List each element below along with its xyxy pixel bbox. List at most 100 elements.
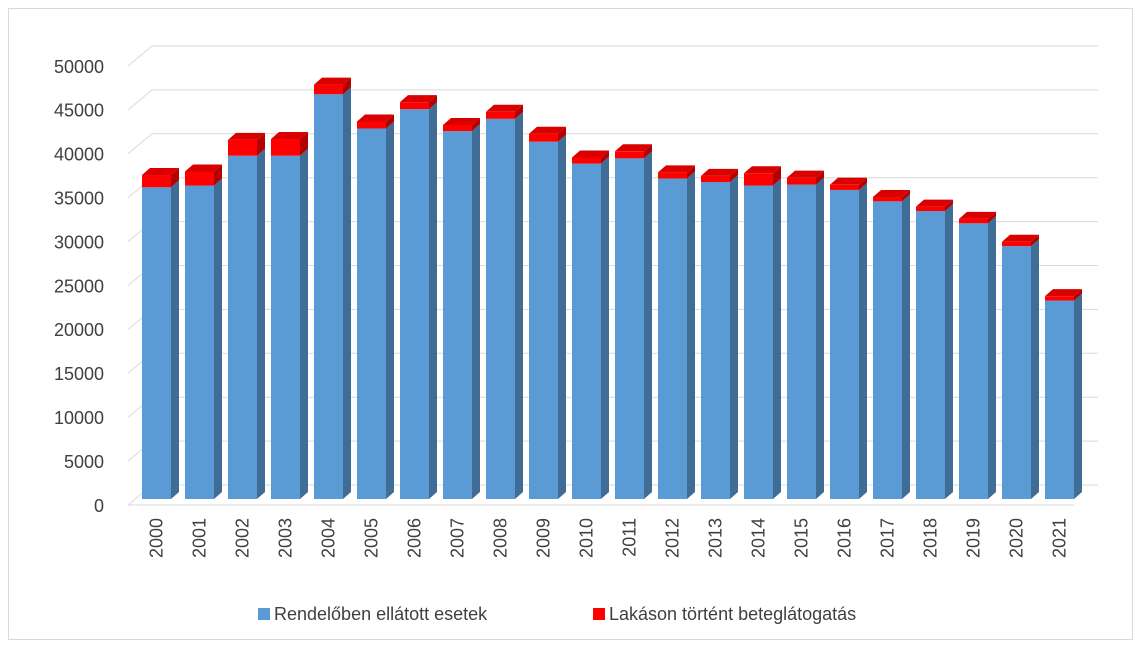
bar-top	[228, 132, 265, 140]
bar-top	[314, 77, 351, 85]
bar-side	[429, 102, 437, 499]
bar-side	[816, 177, 824, 499]
bar-side	[730, 175, 738, 500]
bar	[658, 172, 687, 179]
grid-line	[127, 89, 153, 111]
bar	[916, 206, 945, 212]
x-tick-label: 2001	[189, 518, 209, 558]
bar-top	[830, 177, 867, 185]
bar-top	[529, 126, 566, 134]
bar-side	[945, 199, 953, 212]
bar	[830, 189, 859, 499]
bar	[873, 196, 902, 202]
bar	[228, 139, 257, 156]
bar-side	[429, 95, 437, 110]
bar	[185, 185, 214, 499]
bar-side	[214, 164, 222, 186]
y-tick-label: 30000	[54, 232, 104, 252]
y-tick-label: 20000	[54, 320, 104, 340]
bar-top	[658, 165, 695, 173]
bar-side	[1031, 234, 1039, 247]
bar	[529, 141, 558, 500]
bar	[1045, 300, 1074, 499]
bar	[142, 187, 171, 499]
bar-top	[572, 150, 609, 158]
bar-side	[171, 168, 179, 188]
bar-side	[343, 87, 351, 499]
bar	[314, 94, 343, 499]
bar-side	[945, 204, 953, 500]
bar-side	[1074, 293, 1082, 499]
x-tick-label: 2005	[361, 518, 381, 558]
bar-side	[601, 150, 609, 164]
bar-top	[744, 166, 781, 174]
x-tick-label: 2009	[533, 518, 553, 558]
bar	[744, 185, 773, 499]
x-tick-label: 2015	[791, 518, 811, 558]
bar-side	[343, 77, 351, 95]
bar-top	[271, 132, 308, 140]
bar	[400, 109, 429, 499]
bar-side	[386, 121, 394, 499]
bar	[701, 182, 730, 500]
bar-side	[988, 216, 996, 500]
bar	[185, 171, 214, 186]
bar-top	[959, 211, 996, 219]
bar-top	[142, 168, 179, 176]
legend-swatch	[593, 608, 605, 620]
bar-side	[257, 148, 265, 499]
y-tick-label: 50000	[54, 57, 104, 77]
bar-top	[873, 189, 910, 197]
y-tick-label: 40000	[54, 145, 104, 165]
bar-side	[687, 165, 695, 179]
legend-swatch	[258, 608, 270, 620]
bar-side	[902, 189, 910, 202]
bar	[271, 139, 300, 156]
bar-side	[601, 156, 609, 499]
bar-side	[773, 166, 781, 186]
bar-side	[472, 124, 480, 500]
x-tick-label: 2013	[705, 518, 725, 558]
grid-line	[127, 133, 153, 155]
bar	[357, 121, 386, 129]
bar	[1002, 246, 1031, 499]
bar	[357, 128, 386, 499]
bar-side	[515, 111, 523, 500]
bar	[615, 151, 644, 159]
bar-top	[701, 168, 738, 176]
x-tick-label: 2002	[232, 518, 252, 558]
bar	[830, 184, 859, 190]
bar	[529, 133, 558, 142]
bar	[916, 211, 945, 500]
x-tick-label: 2017	[877, 518, 897, 558]
bar-top	[443, 117, 480, 125]
bar	[959, 218, 988, 224]
bar	[443, 124, 472, 132]
bar-top	[916, 199, 953, 207]
bar	[1002, 241, 1031, 247]
y-tick-label: 10000	[54, 408, 104, 428]
bar-side	[300, 132, 308, 156]
bar-side	[1031, 239, 1039, 500]
bar-side	[644, 144, 652, 159]
bar-side	[171, 180, 179, 499]
x-tick-label: 2014	[748, 518, 768, 558]
bar-side	[773, 178, 781, 499]
bar	[744, 173, 773, 186]
x-tick-label: 2008	[490, 518, 510, 558]
bar-side	[730, 168, 738, 183]
bar-side	[386, 114, 394, 129]
x-tick-label: 2020	[1006, 518, 1026, 558]
x-tick-label: 2004	[318, 518, 338, 558]
bar-top	[185, 164, 222, 172]
x-tick-label: 2019	[963, 518, 983, 558]
bar	[142, 175, 171, 188]
bar-side	[257, 132, 265, 156]
bar	[228, 155, 257, 499]
y-tick-label: 15000	[54, 364, 104, 384]
bar	[787, 177, 816, 185]
y-tick-label: 45000	[54, 101, 104, 121]
x-tick-label: 2018	[920, 518, 940, 558]
bar-side	[300, 148, 308, 499]
